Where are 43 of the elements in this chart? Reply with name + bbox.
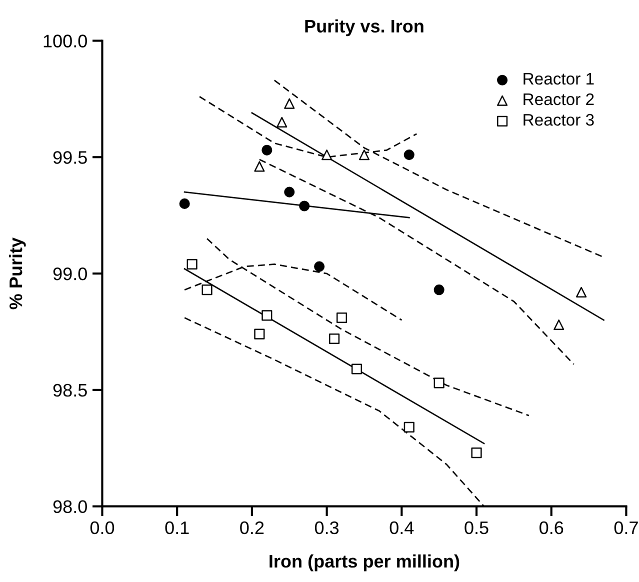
x-tick-label: 0.7	[614, 521, 638, 534]
x-tick-label: 0.5	[464, 521, 488, 534]
point	[434, 284, 444, 296]
chart-title: Purity vs. Iron	[305, 19, 424, 36]
point	[471, 448, 482, 458]
point	[262, 310, 272, 321]
point	[351, 364, 362, 374]
legend-label: Reactor 2	[524, 93, 594, 106]
point	[262, 144, 272, 156]
point	[404, 422, 414, 432]
point	[404, 150, 414, 160]
point	[299, 200, 310, 212]
x-tick-label: 0.4	[390, 521, 414, 534]
point	[434, 378, 444, 388]
point	[186, 258, 198, 270]
x-tick-label: 0.1	[165, 521, 189, 534]
x-tick-label: 0.0	[90, 521, 114, 534]
point	[314, 261, 325, 272]
point	[254, 161, 265, 172]
y-axis-title: % Purity	[8, 238, 26, 310]
point	[284, 98, 295, 109]
point	[202, 284, 212, 296]
point	[336, 312, 348, 324]
point	[254, 328, 265, 340]
point	[179, 198, 190, 209]
y-tick-label: 98.5	[53, 384, 87, 397]
point	[284, 186, 295, 198]
x-tick-label: 0.6	[540, 521, 564, 534]
point	[554, 319, 564, 330]
point	[358, 150, 370, 160]
legend-label: Reactor 1	[524, 73, 594, 85]
point	[276, 116, 288, 128]
y-tick-label: 99.5	[53, 151, 87, 164]
y-tick-label: 100.0	[44, 34, 87, 48]
y-tick-label: 98.0	[53, 500, 87, 514]
point	[329, 333, 340, 344]
point	[576, 286, 587, 298]
legend-label: Reactor 3	[524, 114, 594, 126]
y-tick-label: 99.0	[53, 267, 87, 280]
x-tick-label: 0.2	[240, 521, 264, 534]
x-axis-title: Iron (parts per million)	[270, 554, 460, 572]
x-tick-label: 0.3	[314, 521, 339, 534]
point	[322, 150, 332, 160]
